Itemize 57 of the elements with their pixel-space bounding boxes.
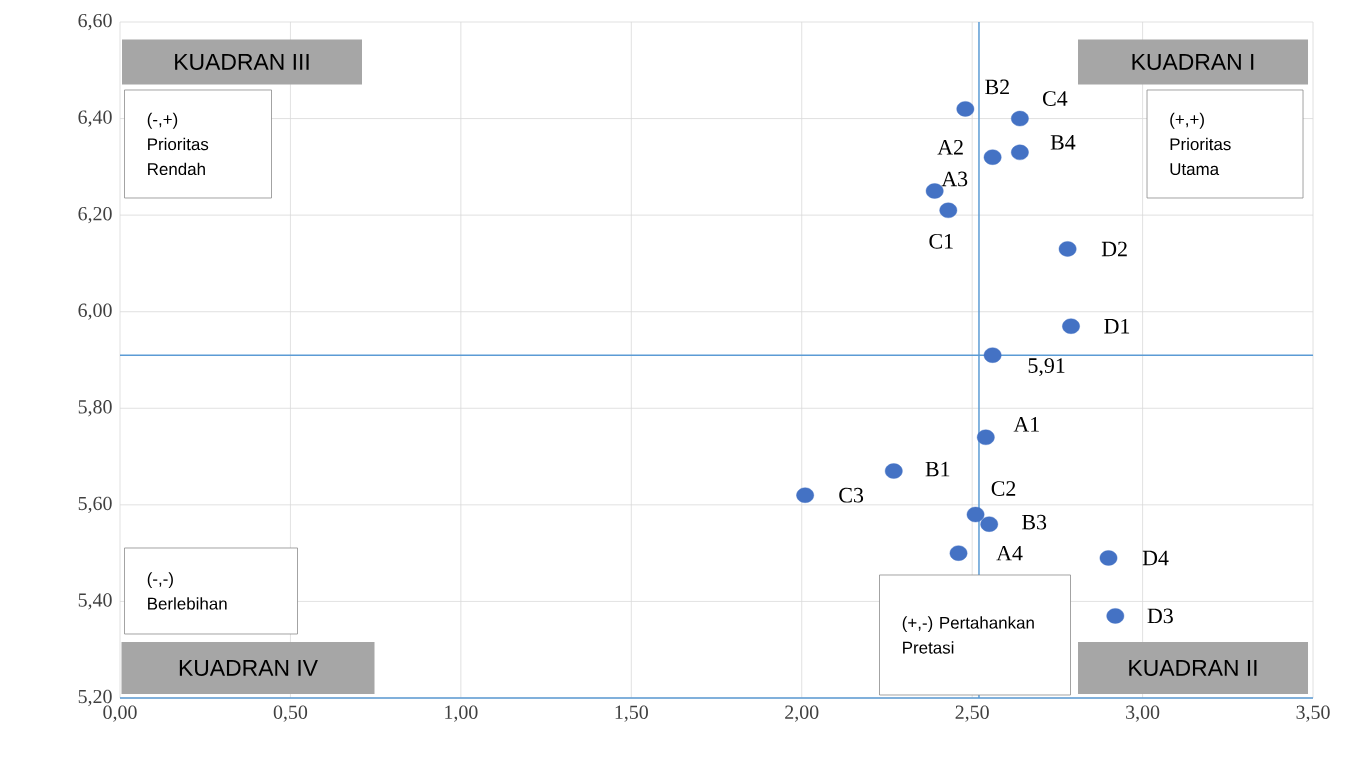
annotation: C3 bbox=[839, 487, 864, 503]
y-tick-label: 6,20 bbox=[78, 206, 112, 224]
point bbox=[983, 149, 1002, 165]
annotation: KUADRAN III bbox=[175, 54, 309, 70]
annotation: C1 bbox=[929, 233, 953, 249]
annotation: (-,+) Prioritas Rendah bbox=[147, 112, 209, 176]
x-tick-label: 0,00 bbox=[103, 705, 137, 722]
annotation: B4 bbox=[1050, 135, 1076, 150]
annotation: C2 bbox=[991, 481, 1016, 496]
y-tick-label: 5,20 bbox=[78, 689, 112, 707]
point bbox=[1058, 241, 1077, 257]
point bbox=[956, 101, 975, 117]
point bbox=[1099, 550, 1118, 566]
annotation: B1 bbox=[925, 461, 950, 477]
point bbox=[949, 545, 968, 561]
annotation: KUADRAN I bbox=[1132, 54, 1254, 70]
annotation: 5,91 bbox=[1028, 358, 1065, 377]
x-tick-label: 3,50 bbox=[1296, 705, 1330, 722]
y-tick-label: 6,60 bbox=[78, 13, 112, 31]
x-tick-label: 2,00 bbox=[785, 705, 819, 722]
x-tick-label: 1,00 bbox=[445, 705, 478, 722]
annotation: A4 bbox=[996, 545, 1023, 561]
point bbox=[939, 202, 958, 218]
annotation: D1 bbox=[1104, 318, 1130, 334]
annotation: KUADRAN IV bbox=[179, 660, 318, 676]
point bbox=[976, 429, 995, 445]
point bbox=[966, 506, 985, 523]
annotation: (+,+) Prioritas Utama bbox=[1170, 112, 1231, 176]
annotation: (-,-) Berlebihan bbox=[147, 572, 227, 610]
y-tick-label: 6,00 bbox=[78, 303, 112, 320]
y-tick-label: 5,40 bbox=[78, 593, 112, 610]
annotation: A3 bbox=[941, 171, 968, 187]
x-tick-label: 0,50 bbox=[273, 705, 308, 722]
point bbox=[1011, 144, 1029, 161]
point bbox=[983, 347, 1002, 363]
x-tick-label: 1,50 bbox=[615, 705, 648, 722]
annotation: D4 bbox=[1142, 550, 1169, 566]
point bbox=[884, 463, 903, 479]
annotation: B3 bbox=[1022, 514, 1047, 530]
point bbox=[980, 516, 999, 532]
point bbox=[796, 487, 814, 503]
annotation: (+,-) Pertahankan Pretasi bbox=[902, 616, 1034, 654]
annotation: C4 bbox=[1043, 91, 1068, 106]
point bbox=[1011, 110, 1029, 127]
annotation: KUADRAN II bbox=[1129, 660, 1257, 676]
y-tick-label: 6,40 bbox=[78, 110, 112, 127]
x-tick-label: 3,00 bbox=[1126, 705, 1160, 722]
annotation: D2 bbox=[1101, 241, 1127, 257]
point bbox=[1106, 608, 1125, 624]
y-tick-label: 5,60 bbox=[78, 496, 112, 514]
annotation: A1 bbox=[1013, 417, 1039, 432]
x-tick-label: 2,50 bbox=[955, 705, 989, 722]
annotation: B2 bbox=[985, 79, 1009, 95]
annotation: A2 bbox=[937, 139, 963, 155]
annotation: D3 bbox=[1147, 608, 1173, 624]
point bbox=[1062, 318, 1080, 334]
y-tick-label: 5,80 bbox=[78, 400, 112, 417]
